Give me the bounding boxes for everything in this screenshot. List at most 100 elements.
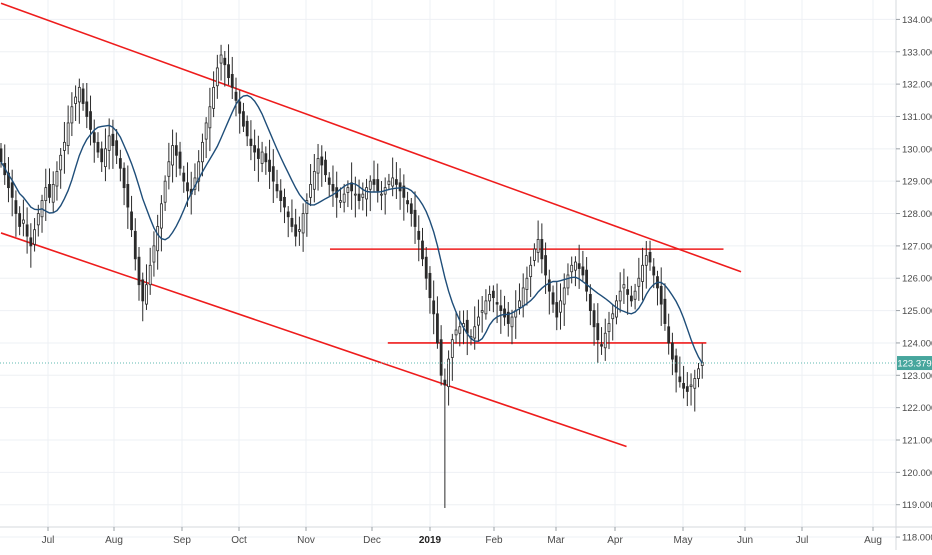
candle-body (581, 266, 585, 276)
candle (122, 162, 126, 206)
candle (458, 310, 462, 347)
candle-body (663, 298, 667, 324)
candle (331, 165, 335, 207)
candle-body (10, 182, 14, 198)
candle-body (346, 187, 350, 193)
candle-body (439, 339, 443, 376)
candle-body (398, 182, 402, 192)
x-tick-label: Sep (173, 535, 191, 546)
candle-body (607, 323, 611, 333)
candle-body (96, 141, 100, 153)
candle (163, 175, 167, 211)
candle-body (566, 274, 570, 289)
candle (33, 218, 36, 252)
candle (152, 231, 156, 277)
candle-body (201, 141, 204, 163)
candle-body (148, 264, 152, 286)
candle (633, 283, 637, 310)
candle-body (186, 182, 189, 192)
candle (85, 82, 89, 129)
candle (697, 363, 700, 388)
candle (365, 178, 368, 217)
candle-body (417, 230, 421, 240)
candle (424, 247, 428, 290)
candle-body (152, 245, 156, 263)
candle-body (428, 272, 432, 299)
candle (25, 207, 29, 254)
candle-body (271, 166, 275, 182)
candle (92, 119, 96, 163)
candle-body (118, 158, 122, 169)
candle-body (499, 305, 503, 311)
candle (499, 289, 503, 334)
candle-body (81, 88, 85, 104)
candle-body (286, 211, 290, 218)
candle-body (671, 342, 674, 360)
candle-body (406, 200, 409, 205)
candle-body (659, 285, 663, 305)
candle (21, 199, 25, 237)
candle (600, 327, 603, 355)
candle (566, 263, 570, 296)
candle-body (197, 161, 201, 182)
candle (7, 157, 10, 203)
candle-body (297, 229, 301, 232)
candle-body (21, 219, 25, 224)
candle-body (600, 344, 603, 347)
candle (301, 203, 305, 252)
candles (0, 44, 704, 508)
candle-body (104, 148, 107, 168)
candle (540, 223, 544, 274)
candle (663, 283, 667, 331)
y-tick-label: 134.000 (902, 15, 932, 26)
candle-body (518, 300, 521, 308)
candle (141, 272, 145, 322)
candle (178, 141, 182, 176)
candle-body (234, 91, 238, 101)
candle-body (685, 386, 689, 392)
candle (443, 368, 447, 508)
candle-body (66, 122, 70, 146)
candle-body (74, 96, 77, 104)
candle-body (301, 213, 305, 234)
candle-body (320, 156, 324, 166)
candle-body (376, 179, 380, 192)
candle-body (443, 379, 447, 386)
candle-body (312, 171, 316, 190)
candle (629, 285, 633, 307)
candle-body (667, 326, 671, 344)
candle-body (48, 184, 51, 198)
candle-body (372, 179, 376, 185)
candle-body (678, 376, 682, 383)
candle-body (402, 185, 406, 198)
candle-body (36, 213, 40, 226)
candle-body (648, 251, 652, 263)
y-tick-label: 125.000 (902, 306, 932, 317)
candle-body (506, 311, 510, 324)
y-tick-label: 129.000 (902, 177, 932, 188)
y-tick-label: 123.000 (902, 371, 932, 382)
candle-body (89, 111, 92, 130)
candle (137, 247, 141, 301)
candle-body (697, 368, 700, 379)
candle-body (361, 193, 365, 198)
candle-body (622, 284, 626, 289)
candle-body (130, 211, 133, 231)
candle (484, 289, 488, 320)
candle-body (342, 193, 346, 203)
candle (96, 132, 100, 158)
candle (234, 77, 238, 117)
candle-body (230, 74, 234, 88)
candle (570, 256, 574, 284)
y-tick-label: 120.000 (902, 468, 932, 479)
candle (678, 356, 682, 388)
candle (547, 269, 551, 315)
candle (275, 169, 279, 199)
candle-body (204, 122, 208, 140)
moving-average-line (0, 94, 703, 364)
candle-body (283, 196, 286, 208)
x-tick-label: Oct (231, 535, 247, 546)
candle-body (365, 187, 368, 200)
candle (104, 128, 107, 182)
